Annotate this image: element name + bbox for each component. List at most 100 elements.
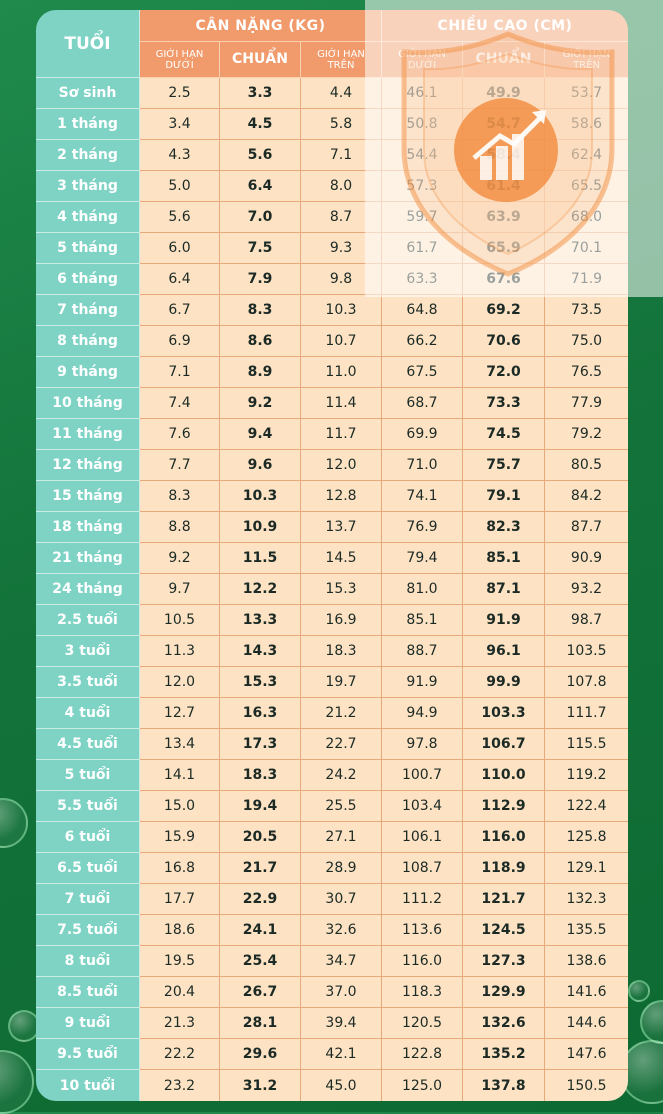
weight-standard-cell: 15.3 bbox=[220, 667, 301, 698]
weight-upper-cell: 10.7 bbox=[301, 326, 382, 357]
age-cell: 3 tuổi bbox=[36, 636, 140, 667]
height-standard-cell: 82.3 bbox=[463, 512, 545, 543]
height-lower-cell: 50.8 bbox=[382, 109, 463, 140]
weight-upper-cell: 42.1 bbox=[301, 1039, 382, 1070]
height-standard-cell: 91.9 bbox=[463, 605, 545, 636]
weight-lower-cell: 18.6 bbox=[140, 915, 220, 946]
weight-lower-cell: 15.0 bbox=[140, 791, 220, 822]
height-lower-cell: 81.0 bbox=[382, 574, 463, 605]
age-cell: 24 tháng bbox=[36, 574, 140, 605]
height-standard-cell: 58.4 bbox=[463, 140, 545, 171]
age-cell: 2 tháng bbox=[36, 140, 140, 171]
height-lower-cell: 94.9 bbox=[382, 698, 463, 729]
height-lower-cell: 54.4 bbox=[382, 140, 463, 171]
weight-lower-cell: 13.4 bbox=[140, 729, 220, 760]
weight-lower-cell: 7.6 bbox=[140, 419, 220, 450]
weight-lower-cell: 8.8 bbox=[140, 512, 220, 543]
height-standard-cell: 65.9 bbox=[463, 233, 545, 264]
height-standard-header: CHUẨN bbox=[463, 42, 545, 78]
height-lower-cell: 68.7 bbox=[382, 388, 463, 419]
height-upper-cell: 115.5 bbox=[545, 729, 628, 760]
age-cell: 21 tháng bbox=[36, 543, 140, 574]
height-standard-cell: 63.9 bbox=[463, 202, 545, 233]
age-cell: 5 tuổi bbox=[36, 760, 140, 791]
height-upper-cell: 111.7 bbox=[545, 698, 628, 729]
weight-upper-cell: 21.2 bbox=[301, 698, 382, 729]
height-standard-cell: 75.7 bbox=[463, 450, 545, 481]
height-lower-cell: 108.7 bbox=[382, 853, 463, 884]
weight-standard-cell: 7.0 bbox=[220, 202, 301, 233]
height-lower-cell: 59.7 bbox=[382, 202, 463, 233]
weight-standard-cell: 25.4 bbox=[220, 946, 301, 977]
weight-lower-cell: 4.3 bbox=[140, 140, 220, 171]
weight-standard-cell: 8.6 bbox=[220, 326, 301, 357]
weight-standard-cell: 18.3 bbox=[220, 760, 301, 791]
weight-lower-cell: 10.5 bbox=[140, 605, 220, 636]
weight-standard-cell: 4.5 bbox=[220, 109, 301, 140]
weight-upper-cell: 10.3 bbox=[301, 295, 382, 326]
height-lower-cell: 125.0 bbox=[382, 1070, 463, 1101]
height-upper-cell: 53.7 bbox=[545, 78, 628, 109]
height-standard-cell: 112.9 bbox=[463, 791, 545, 822]
weight-lower-cell: 6.4 bbox=[140, 264, 220, 295]
height-upper-cell: 147.6 bbox=[545, 1039, 628, 1070]
age-cell: 2.5 tuổi bbox=[36, 605, 140, 636]
height-upper-cell: 125.8 bbox=[545, 822, 628, 853]
weight-lower-cell: 12.0 bbox=[140, 667, 220, 698]
height-standard-cell: 103.3 bbox=[463, 698, 545, 729]
weight-upper-cell: 12.8 bbox=[301, 481, 382, 512]
age-cell: 9 tháng bbox=[36, 357, 140, 388]
weight-group-header: CÂN NẶNG (KG) bbox=[140, 10, 382, 42]
age-cell: 18 tháng bbox=[36, 512, 140, 543]
age-cell: 5.5 tuổi bbox=[36, 791, 140, 822]
height-upper-cell: 135.5 bbox=[545, 915, 628, 946]
height-standard-cell: 54.7 bbox=[463, 109, 545, 140]
height-lower-limit-header: GIỚI HẠN DƯỚI bbox=[382, 42, 463, 78]
age-cell: 4 tháng bbox=[36, 202, 140, 233]
height-lower-cell: 79.4 bbox=[382, 543, 463, 574]
weight-upper-cell: 19.7 bbox=[301, 667, 382, 698]
weight-standard-cell: 7.5 bbox=[220, 233, 301, 264]
weight-lower-cell: 15.9 bbox=[140, 822, 220, 853]
height-standard-cell: 132.6 bbox=[463, 1008, 545, 1039]
height-upper-cell: 68.0 bbox=[545, 202, 628, 233]
height-upper-cell: 71.9 bbox=[545, 264, 628, 295]
weight-standard-cell: 28.1 bbox=[220, 1008, 301, 1039]
weight-upper-cell: 13.7 bbox=[301, 512, 382, 543]
height-standard-cell: 69.2 bbox=[463, 295, 545, 326]
weight-standard-cell: 10.3 bbox=[220, 481, 301, 512]
weight-lower-cell: 19.5 bbox=[140, 946, 220, 977]
weight-upper-cell: 11.7 bbox=[301, 419, 382, 450]
height-standard-cell: 124.5 bbox=[463, 915, 545, 946]
height-upper-cell: 98.7 bbox=[545, 605, 628, 636]
weight-standard-cell: 21.7 bbox=[220, 853, 301, 884]
height-lower-cell: 122.8 bbox=[382, 1039, 463, 1070]
age-cell: 8.5 tuổi bbox=[36, 977, 140, 1008]
weight-upper-cell: 39.4 bbox=[301, 1008, 382, 1039]
height-upper-cell: 119.2 bbox=[545, 760, 628, 791]
age-cell: 7 tuổi bbox=[36, 884, 140, 915]
height-standard-cell: 135.2 bbox=[463, 1039, 545, 1070]
age-cell: 6 tuổi bbox=[36, 822, 140, 853]
weight-lower-cell: 11.3 bbox=[140, 636, 220, 667]
weight-lower-cell: 20.4 bbox=[140, 977, 220, 1008]
bubble-decoration bbox=[8, 1010, 40, 1042]
height-standard-cell: 85.1 bbox=[463, 543, 545, 574]
weight-upper-cell: 18.3 bbox=[301, 636, 382, 667]
weight-lower-cell: 5.6 bbox=[140, 202, 220, 233]
height-upper-cell: 58.6 bbox=[545, 109, 628, 140]
weight-upper-cell: 11.4 bbox=[301, 388, 382, 419]
height-group-header: CHIỀU CAO (CM) bbox=[382, 10, 628, 42]
height-standard-cell: 99.9 bbox=[463, 667, 545, 698]
weight-lower-cell: 5.0 bbox=[140, 171, 220, 202]
weight-standard-header: CHUẨN bbox=[220, 42, 301, 78]
weight-standard-cell: 31.2 bbox=[220, 1070, 301, 1101]
height-standard-cell: 70.6 bbox=[463, 326, 545, 357]
age-cell: 8 tuổi bbox=[36, 946, 140, 977]
weight-upper-cell: 24.2 bbox=[301, 760, 382, 791]
weight-standard-cell: 16.3 bbox=[220, 698, 301, 729]
height-upper-cell: 70.1 bbox=[545, 233, 628, 264]
weight-standard-cell: 17.3 bbox=[220, 729, 301, 760]
height-upper-cell: 122.4 bbox=[545, 791, 628, 822]
height-lower-cell: 61.7 bbox=[382, 233, 463, 264]
